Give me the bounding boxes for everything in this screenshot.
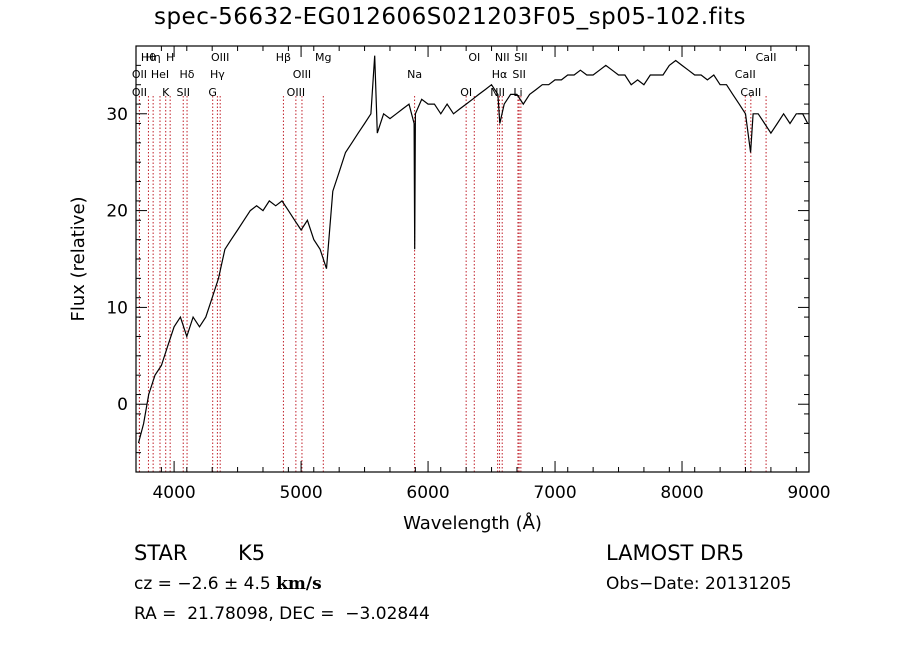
x-tick-label: 8000 <box>660 483 703 503</box>
line-label: HeI <box>151 68 169 81</box>
subclass: K5 <box>238 541 266 565</box>
line-label: Hα <box>492 68 508 81</box>
line-label: OII <box>132 68 147 81</box>
survey-name: LAMOST DR5 <box>606 541 745 565</box>
y-tick-label: 30 <box>106 105 128 125</box>
line-label: G <box>208 86 217 99</box>
redshift-info: cz = −2.6 ± 4.5 km/s <box>134 574 322 594</box>
line-label: SII <box>512 68 525 81</box>
line-label: NII <box>495 51 510 64</box>
y-tick-label: 0 <box>117 395 128 415</box>
y-tick-label: 20 <box>106 202 128 222</box>
plot-frame <box>135 45 810 473</box>
x-axis-label: Wavelength (Å) <box>403 512 542 534</box>
y-tick-label: 10 <box>106 298 128 318</box>
cz-value: −2.6 ± 4.5 <box>177 574 271 594</box>
line-label: H <box>166 51 174 64</box>
axis-ticks: 4000 5000 6000 7000 8000 9000 0 10 20 30 <box>106 46 831 503</box>
coordinates: RA = 21.78098, DEC = −3.02844 <box>134 604 430 624</box>
obs-date: Obs−Date: 20131205 <box>606 574 792 594</box>
line-label: Hθ <box>141 51 156 64</box>
line-label: CaII <box>756 51 777 64</box>
object-class: STAR <box>134 541 188 565</box>
emission-line-markers <box>138 96 767 472</box>
line-label: OII <box>132 86 147 99</box>
spectrum-line <box>137 55 809 444</box>
line-label: SII <box>514 51 527 64</box>
line-label: OIII <box>287 86 305 99</box>
line-label: CaII <box>735 68 756 81</box>
line-label: K <box>162 86 170 99</box>
x-tick-label: 7000 <box>533 483 576 503</box>
line-label: OIII <box>211 51 229 64</box>
line-label: Li <box>513 86 522 99</box>
cz-label: cz = <box>134 574 178 594</box>
x-tick-label: 5000 <box>279 483 322 503</box>
line-label: Na <box>407 68 422 81</box>
line-label: OIII <box>293 68 311 81</box>
cz-unit: km/s <box>276 574 322 594</box>
x-tick-label: 9000 <box>787 483 830 503</box>
line-label: Hη <box>146 51 161 64</box>
line-label: Hγ <box>210 68 225 81</box>
y-axis-label: Flux (relative) <box>68 196 89 321</box>
line-label: SII <box>176 86 189 99</box>
line-label: Hδ <box>180 68 195 81</box>
line-label: Hβ <box>276 51 291 64</box>
line-label: CaII <box>740 86 761 99</box>
x-tick-label: 6000 <box>406 483 449 503</box>
line-label: OI <box>468 51 480 64</box>
chart-title: spec-56632-EG012606S021203F05_sp05-102.f… <box>153 4 747 30</box>
line-label: OI <box>460 86 472 99</box>
line-label: Mg <box>315 51 331 64</box>
emission-line-labels: HθOIIOIIHηHeIKHHδSIIOIIIHγGHβOIIIOIIIMgN… <box>132 51 777 99</box>
x-tick-label: 4000 <box>152 483 195 503</box>
